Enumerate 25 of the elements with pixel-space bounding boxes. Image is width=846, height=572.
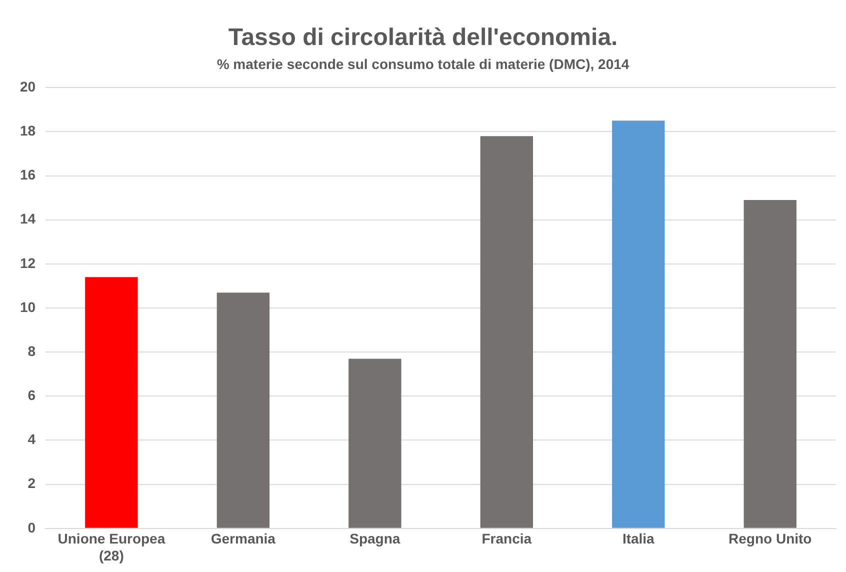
y-tick-label: 2	[28, 475, 36, 492]
bar	[85, 277, 138, 528]
chart-title: Tasso di circolarità dell'economia.	[228, 24, 618, 52]
y-tick-label: 4	[28, 431, 36, 448]
y-tick-label: 6	[28, 387, 36, 404]
bar	[480, 136, 534, 528]
x-tick-label: Unione Europea (28)	[58, 530, 166, 564]
x-tick-label: Italia	[622, 530, 655, 547]
y-tick-label: 10	[20, 298, 36, 315]
y-tick-label: 18	[20, 122, 36, 139]
bar	[348, 358, 402, 528]
y-tick-label: 20	[20, 78, 36, 94]
y-tick-label: 0	[28, 519, 36, 536]
bar	[216, 292, 270, 528]
chart-subtitle: % materie seconde sul consumo totale di materie (DMC), 2014	[216, 56, 630, 72]
bar	[612, 120, 665, 528]
bar	[744, 200, 796, 528]
y-tick-label: 16	[20, 166, 36, 183]
y-tick-label: 14	[20, 210, 36, 227]
x-tick-label: Francia	[482, 530, 532, 547]
y-tick-label: 12	[20, 254, 36, 271]
x-tick-label: Germania	[210, 530, 276, 547]
x-tick-label: Spagna	[350, 530, 400, 547]
x-tick-label: Regno Unito	[728, 530, 812, 547]
y-tick-label: 8	[28, 342, 36, 359]
